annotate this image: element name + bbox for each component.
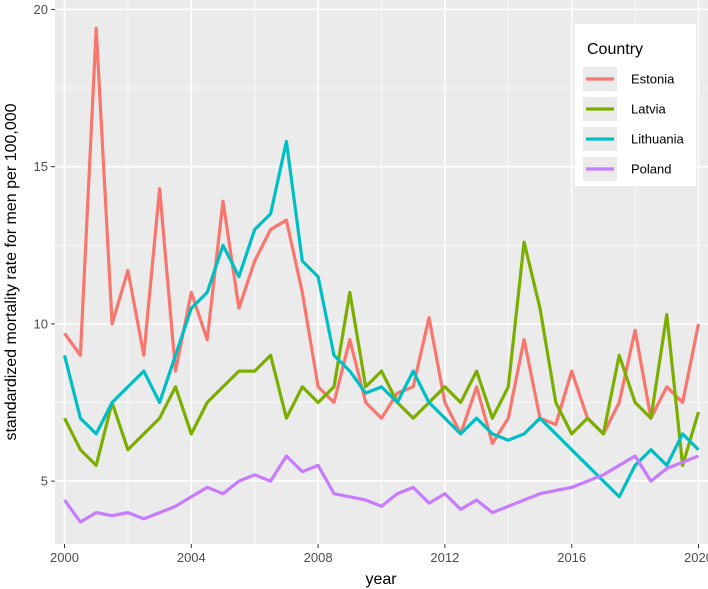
x-tick-label: 2016	[557, 550, 586, 565]
y-tick-label: 15	[34, 159, 48, 174]
x-axis-ticks: 2000 2004 2008 2012 2016 2020	[50, 544, 708, 565]
series-line-poland	[63, 454, 700, 524]
legend-label-latvia: Latvia	[631, 102, 666, 117]
legend: Country Estonia Latvia Lithuania Poland	[575, 24, 696, 186]
y-tick-label: 20	[34, 2, 48, 17]
series-lines	[62, 26, 701, 524]
x-tick-label: 2008	[304, 550, 333, 565]
y-axis-ticks: 5 10 15 20	[34, 2, 55, 489]
x-tick-label: 2012	[430, 550, 459, 565]
series-line-latvia	[63, 240, 701, 467]
y-axis-title: standardized mortality rate for men per …	[3, 103, 20, 440]
series-line-lithuania	[62, 139, 700, 499]
legend-label-lithuania: Lithuania	[631, 132, 685, 147]
legend-items: Estonia Latvia Lithuania Poland	[583, 67, 685, 181]
y-tick-label: 5	[41, 474, 48, 489]
legend-title: Country	[587, 41, 643, 58]
x-tick-label: 2000	[50, 550, 79, 565]
y-tick-label: 10	[34, 316, 48, 331]
grid-lines	[55, 0, 708, 544]
x-tick-label: 2004	[177, 550, 206, 565]
x-axis-title: year	[365, 571, 397, 588]
x-tick-label: 2020	[684, 550, 708, 565]
legend-label-poland: Poland	[631, 162, 671, 177]
legend-label-estonia: Estonia	[631, 72, 675, 87]
